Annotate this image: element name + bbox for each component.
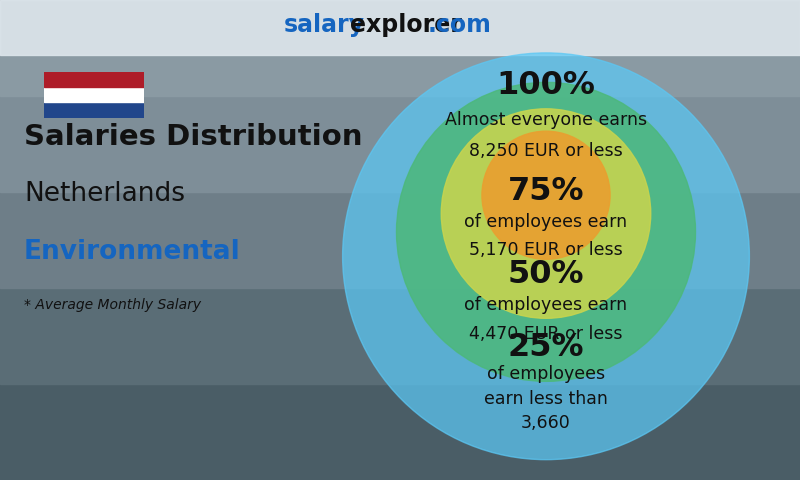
Text: explorer: explorer bbox=[350, 13, 462, 37]
Bar bbox=[0, 192, 800, 288]
Text: of employees earn: of employees earn bbox=[465, 296, 627, 314]
Circle shape bbox=[342, 53, 750, 460]
Text: salary: salary bbox=[284, 13, 365, 37]
Text: 4,470 EUR or less: 4,470 EUR or less bbox=[470, 324, 622, 343]
Text: 3,660: 3,660 bbox=[521, 414, 571, 432]
Text: Almost everyone earns: Almost everyone earns bbox=[445, 111, 647, 129]
Text: 5,170 EUR or less: 5,170 EUR or less bbox=[469, 241, 623, 259]
Text: 8,250 EUR or less: 8,250 EUR or less bbox=[469, 142, 623, 159]
Bar bbox=[0, 0, 800, 55]
Bar bbox=[44, 87, 144, 102]
Bar bbox=[0, 384, 800, 480]
Text: .com: .com bbox=[428, 13, 492, 37]
Text: 100%: 100% bbox=[497, 70, 595, 101]
Text: Environmental: Environmental bbox=[24, 239, 241, 265]
Bar bbox=[0, 0, 800, 96]
Text: * Average Monthly Salary: * Average Monthly Salary bbox=[24, 298, 201, 312]
Circle shape bbox=[482, 131, 610, 259]
Text: 50%: 50% bbox=[508, 259, 584, 290]
Text: Salaries Distribution: Salaries Distribution bbox=[24, 123, 362, 151]
Bar bbox=[44, 72, 144, 87]
Text: 25%: 25% bbox=[508, 332, 584, 363]
Text: of employees: of employees bbox=[487, 365, 605, 383]
Circle shape bbox=[397, 83, 695, 381]
Bar bbox=[44, 102, 144, 118]
Text: of employees earn: of employees earn bbox=[465, 213, 627, 231]
Text: 75%: 75% bbox=[508, 176, 584, 207]
Text: earn less than: earn less than bbox=[484, 390, 608, 408]
Circle shape bbox=[442, 109, 650, 318]
Bar bbox=[0, 288, 800, 384]
Text: Netherlands: Netherlands bbox=[24, 181, 185, 207]
Bar bbox=[0, 96, 800, 192]
